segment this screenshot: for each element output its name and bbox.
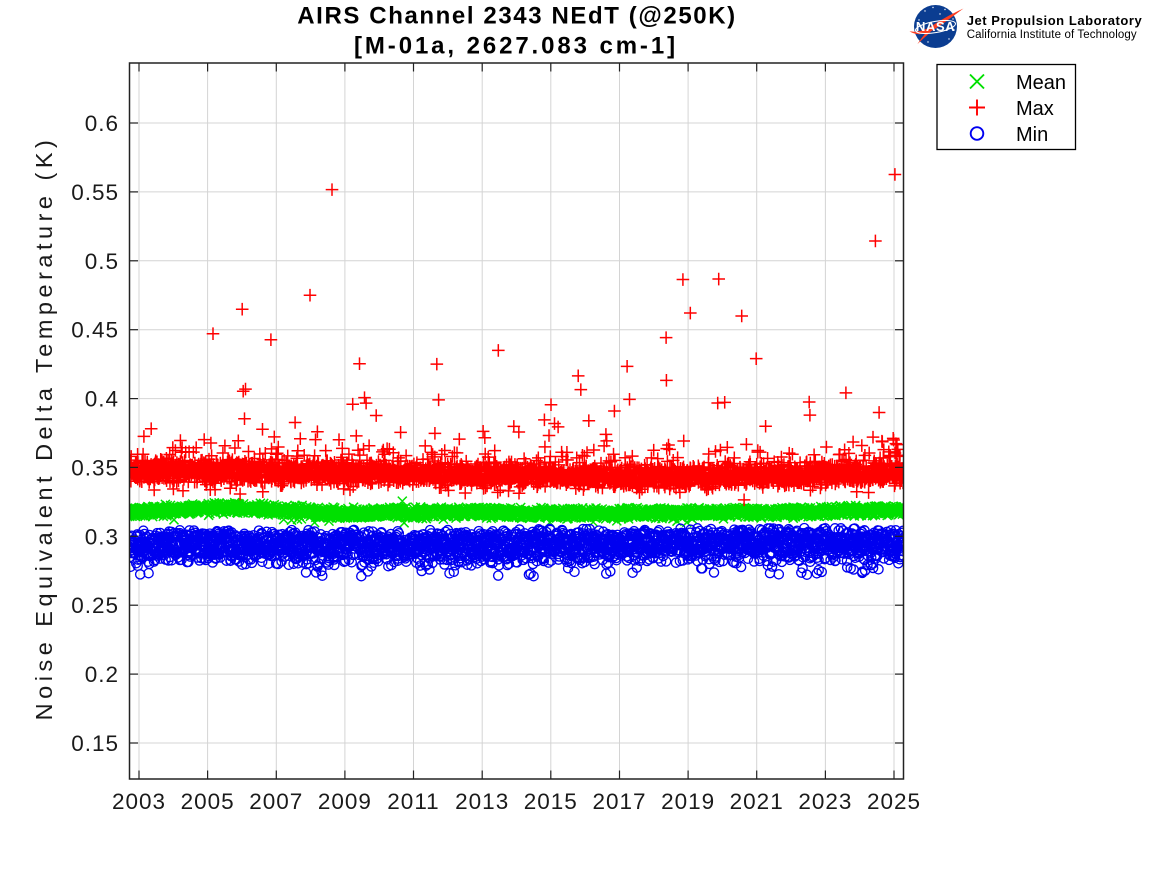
- svg-text:0.15: 0.15: [71, 731, 119, 756]
- svg-text:0.45: 0.45: [71, 318, 119, 343]
- svg-text:0.4: 0.4: [85, 387, 119, 412]
- svg-text:Jet Propulsion Laboratory: Jet Propulsion Laboratory: [967, 13, 1143, 28]
- svg-text:Noise Equivalent Delta Tempera: Noise Equivalent Delta Temperature (K): [31, 136, 57, 721]
- svg-text:2005: 2005: [181, 789, 235, 814]
- svg-text:2017: 2017: [592, 789, 646, 814]
- svg-text:2007: 2007: [249, 789, 303, 814]
- svg-text:2021: 2021: [730, 789, 784, 814]
- svg-text:0.5: 0.5: [85, 249, 119, 274]
- svg-text:2015: 2015: [524, 789, 578, 814]
- svg-text:2023: 2023: [798, 789, 852, 814]
- svg-text:0.55: 0.55: [71, 180, 119, 205]
- svg-text:Min: Min: [1016, 124, 1048, 146]
- svg-text:0.2: 0.2: [85, 662, 119, 687]
- svg-text:2013: 2013: [455, 789, 509, 814]
- svg-text:2025: 2025: [867, 789, 921, 814]
- svg-text:0.35: 0.35: [71, 455, 119, 480]
- svg-text:California Institute of Techno: California Institute of Technology: [967, 29, 1137, 41]
- svg-text:Max: Max: [1016, 98, 1054, 120]
- svg-text:2009: 2009: [318, 789, 372, 814]
- svg-text:2003: 2003: [112, 789, 166, 814]
- svg-text:[M-01a, 2627.083 cm-1]: [M-01a, 2627.083 cm-1]: [354, 33, 678, 60]
- svg-text:0.25: 0.25: [71, 593, 119, 618]
- svg-text:0.3: 0.3: [85, 524, 119, 549]
- svg-text:0.6: 0.6: [85, 111, 119, 136]
- svg-text:2019: 2019: [661, 789, 715, 814]
- svg-text:Mean: Mean: [1016, 72, 1066, 94]
- svg-text:AIRS Channel 2343 NEdT (@250K): AIRS Channel 2343 NEdT (@250K): [297, 3, 737, 30]
- svg-text:2011: 2011: [387, 789, 439, 814]
